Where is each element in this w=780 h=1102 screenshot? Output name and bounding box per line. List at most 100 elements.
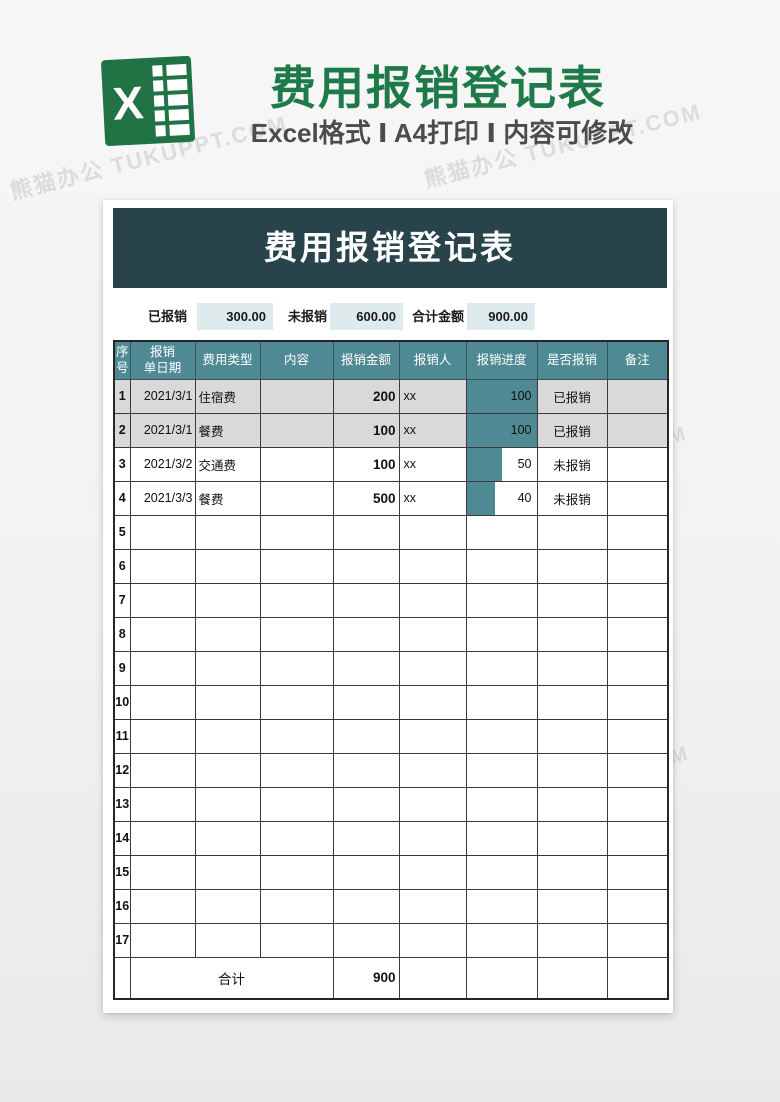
cell-status[interactable]: 已报销	[536, 412, 608, 448]
cell-empty[interactable]	[129, 786, 196, 822]
cell-empty[interactable]	[465, 718, 538, 754]
cell-empty[interactable]	[129, 922, 196, 958]
cell-date[interactable]: 2021/3/1	[129, 412, 196, 448]
cell-empty[interactable]	[194, 650, 261, 686]
cell-empty[interactable]	[332, 650, 400, 686]
cell-empty[interactable]	[129, 514, 196, 550]
cell-person[interactable]: xx	[398, 378, 467, 414]
cell-empty[interactable]	[129, 548, 196, 584]
summary-value-unreimbursed[interactable]: 600.00	[330, 303, 403, 330]
cell-no[interactable]: 2	[113, 412, 131, 448]
cell-empty[interactable]	[606, 718, 669, 754]
cell-empty[interactable]	[259, 684, 334, 720]
cell-empty[interactable]	[536, 922, 608, 958]
cell-empty[interactable]	[194, 548, 261, 584]
cell-empty[interactable]	[194, 582, 261, 618]
cell-amount[interactable]: 100	[332, 446, 400, 482]
cell-empty[interactable]	[398, 922, 467, 958]
cell-empty[interactable]	[398, 582, 467, 618]
cell-empty[interactable]	[259, 514, 334, 550]
cell-empty[interactable]	[536, 684, 608, 720]
cell-date[interactable]: 2021/3/3	[129, 480, 196, 516]
cell-empty[interactable]	[129, 616, 196, 652]
cell-note[interactable]	[606, 480, 669, 516]
cell-empty[interactable]	[536, 752, 608, 788]
cell-empty[interactable]	[129, 684, 196, 720]
cell-empty[interactable]	[606, 820, 669, 856]
cell-empty[interactable]	[606, 684, 669, 720]
cell-no[interactable]: 7	[113, 582, 131, 618]
cell-empty[interactable]	[194, 888, 261, 924]
cell-empty[interactable]	[465, 752, 538, 788]
cell-empty[interactable]	[536, 548, 608, 584]
cell-empty[interactable]	[259, 786, 334, 822]
cell-empty[interactable]	[194, 616, 261, 652]
cell-empty[interactable]	[332, 888, 400, 924]
cell-empty[interactable]	[465, 820, 538, 856]
cell-empty[interactable]	[465, 650, 538, 686]
cell-empty[interactable]	[465, 888, 538, 924]
cell-empty[interactable]	[536, 956, 608, 1000]
cell-empty[interactable]	[536, 650, 608, 686]
cell-empty[interactable]	[465, 684, 538, 720]
cell-empty[interactable]	[536, 820, 608, 856]
cell-progress[interactable]: 40	[465, 480, 538, 516]
cell-empty[interactable]	[332, 786, 400, 822]
cell-empty[interactable]	[465, 956, 538, 1000]
cell-empty[interactable]	[194, 718, 261, 754]
cell-empty[interactable]	[465, 922, 538, 958]
cell-empty[interactable]	[398, 786, 467, 822]
cell-empty[interactable]	[332, 616, 400, 652]
cell-empty[interactable]	[194, 752, 261, 788]
cell-status[interactable]: 已报销	[536, 378, 608, 414]
cell-content[interactable]	[259, 412, 334, 448]
cell-empty[interactable]	[194, 684, 261, 720]
cell-empty[interactable]	[606, 752, 669, 788]
cell-empty[interactable]	[332, 582, 400, 618]
cell-empty[interactable]	[606, 582, 669, 618]
cell-empty[interactable]	[398, 752, 467, 788]
cell-empty[interactable]	[194, 786, 261, 822]
cell-no[interactable]: 10	[113, 684, 131, 720]
cell-empty[interactable]	[129, 650, 196, 686]
cell-empty[interactable]	[465, 514, 538, 550]
cell-empty[interactable]	[465, 616, 538, 652]
cell-note[interactable]	[606, 378, 669, 414]
cell-empty[interactable]	[606, 922, 669, 958]
cell-empty[interactable]	[129, 752, 196, 788]
cell-no[interactable]: 4	[113, 480, 131, 516]
cell-empty[interactable]	[259, 820, 334, 856]
cell-note[interactable]	[606, 446, 669, 482]
cell-no[interactable]: 9	[113, 650, 131, 686]
cell-empty[interactable]	[332, 820, 400, 856]
cell-empty[interactable]	[259, 582, 334, 618]
cell-progress[interactable]: 50	[465, 446, 538, 482]
cell-no[interactable]: 1	[113, 378, 131, 414]
cell-empty[interactable]	[465, 854, 538, 890]
cell-no[interactable]: 11	[113, 718, 131, 754]
cell-empty[interactable]	[194, 514, 261, 550]
cell-empty[interactable]	[465, 548, 538, 584]
cell-empty[interactable]	[194, 854, 261, 890]
cell-empty[interactable]	[259, 548, 334, 584]
cell-no[interactable]: 3	[113, 446, 131, 482]
cell-empty[interactable]	[536, 718, 608, 754]
total-amount[interactable]: 900	[332, 956, 400, 1000]
cell-empty[interactable]	[536, 514, 608, 550]
cell-empty[interactable]	[398, 514, 467, 550]
cell-empty[interactable]	[259, 718, 334, 754]
cell-empty[interactable]	[606, 514, 669, 550]
cell-note[interactable]	[606, 412, 669, 448]
cell-date[interactable]: 2021/3/2	[129, 446, 196, 482]
cell-empty[interactable]	[465, 786, 538, 822]
cell-empty[interactable]	[398, 616, 467, 652]
cell-progress[interactable]: 100	[465, 412, 538, 448]
cell-empty[interactable]	[398, 888, 467, 924]
cell-empty[interactable]	[259, 922, 334, 958]
cell-no[interactable]: 12	[113, 752, 131, 788]
cell-empty[interactable]	[129, 582, 196, 618]
cell-empty[interactable]	[129, 718, 196, 754]
cell-empty[interactable]	[398, 820, 467, 856]
cell-no[interactable]: 14	[113, 820, 131, 856]
cell-amount[interactable]: 200	[332, 378, 400, 414]
